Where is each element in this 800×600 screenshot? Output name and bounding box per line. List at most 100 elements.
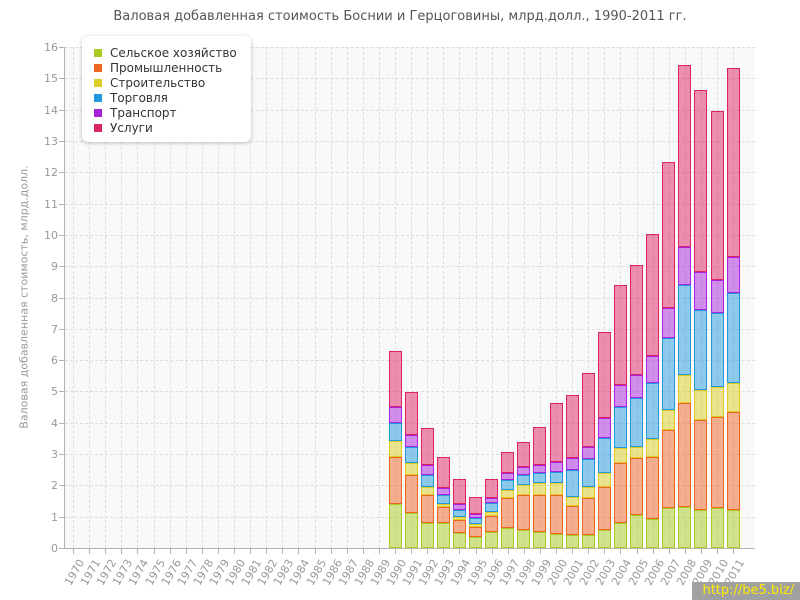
bar-segment-2011: [726, 411, 740, 511]
bar-segment-1993: [436, 507, 450, 524]
v-gridline: [378, 47, 380, 548]
bar-2004[interactable]: [613, 47, 627, 548]
bar-segment-2004: [613, 523, 627, 548]
bar-segment-1999: [533, 531, 547, 548]
bar-segment-1996: [485, 498, 499, 504]
bar-segment-2010: [710, 110, 724, 280]
bar-segment-2007: [662, 338, 676, 410]
x-tick: [733, 549, 735, 554]
bar-segment-1995: [469, 537, 482, 548]
bar-segment-2004: [613, 285, 627, 385]
bar-segment-2005: [630, 264, 643, 375]
v-gridline: [475, 47, 477, 548]
bar-segment-2006: [646, 233, 660, 356]
bar-segment-2002: [581, 498, 595, 535]
y-tick: [59, 266, 64, 268]
bar-segment-1998: [517, 475, 531, 486]
x-tick: [684, 549, 686, 554]
bar-1994[interactable]: [452, 47, 466, 548]
bar-1999[interactable]: [533, 47, 547, 548]
x-tick: [330, 549, 332, 554]
bar-segment-2008: [678, 374, 692, 404]
bar-1992[interactable]: [420, 47, 434, 548]
v-gridline: [395, 47, 396, 548]
x-tick: [137, 549, 139, 554]
v-gridline: [556, 47, 557, 548]
bar-1991[interactable]: [404, 47, 418, 548]
bar-1998[interactable]: [517, 47, 531, 548]
bar-2007[interactable]: [662, 47, 676, 548]
bar-2006[interactable]: [646, 47, 660, 548]
bar-segment-2007: [662, 161, 676, 309]
legend-label: Сельское хозяйство: [110, 45, 237, 60]
bar-segment-2005: [630, 458, 643, 516]
y-tick: [59, 454, 64, 456]
y-tick-label: 5: [51, 385, 58, 399]
x-tick: [636, 549, 638, 554]
bar-segment-2008: [678, 284, 692, 375]
bar-segment-2010: [710, 386, 724, 417]
bar-segment-2003: [597, 438, 611, 474]
v-gridline: [298, 47, 300, 548]
bar-segment-2009: [694, 310, 708, 390]
bar-2009[interactable]: [694, 47, 708, 548]
y-tick-label: 4: [51, 416, 58, 430]
bar-2008[interactable]: [678, 47, 692, 548]
v-gridline: [121, 47, 123, 548]
x-tick: [201, 549, 203, 554]
bar-segment-1994: [452, 504, 466, 511]
bar-segment-2004: [613, 384, 627, 407]
bar-segment-1994: [452, 520, 466, 534]
legend-item-5[interactable]: Транспорт: [94, 105, 237, 120]
watermark-link[interactable]: http://be5.biz/: [692, 582, 800, 600]
bar-2005[interactable]: [630, 47, 643, 548]
legend-item-1[interactable]: Сельское хозяйство: [94, 45, 237, 60]
legend-item-4[interactable]: Торговля: [94, 90, 237, 105]
legend-item-3[interactable]: Строительство: [94, 75, 237, 90]
bar-segment-2003: [597, 417, 611, 439]
bar-segment-2010: [710, 416, 724, 509]
v-gridline: [539, 47, 541, 548]
x-tick: [443, 549, 445, 554]
v-gridline: [217, 47, 219, 548]
x-tick: [314, 549, 316, 554]
bar-segment-1998: [517, 466, 531, 476]
bar-2010[interactable]: [710, 47, 724, 548]
y-tick-label: 16: [44, 41, 58, 54]
bar-2003[interactable]: [597, 47, 611, 548]
bar-segment-1990: [388, 440, 402, 457]
legend-swatch-icon: [94, 108, 102, 117]
bar-1995[interactable]: [469, 47, 482, 548]
v-gridline: [330, 47, 332, 548]
bar-2000[interactable]: [549, 47, 563, 548]
bar-2011[interactable]: [726, 47, 740, 548]
legend-swatch-icon: [94, 63, 102, 72]
bar-segment-1993: [436, 488, 450, 496]
bar-1993[interactable]: [436, 47, 450, 548]
legend-label: Промышленность: [110, 60, 223, 75]
x-tick: [185, 549, 187, 554]
bar-1990[interactable]: [388, 47, 402, 548]
x-tick: [588, 549, 590, 554]
bar-segment-2006: [646, 439, 660, 457]
v-gridline: [443, 47, 445, 548]
h-gridline: [65, 328, 755, 330]
bar-segment-1990: [388, 350, 402, 408]
legend-label: Транспорт: [110, 105, 177, 120]
v-gridline: [169, 47, 171, 548]
bar-2001[interactable]: [565, 47, 579, 548]
bar-2002[interactable]: [581, 47, 595, 548]
x-tick: [234, 549, 235, 554]
bar-segment-1994: [452, 510, 466, 518]
bar-1996[interactable]: [485, 47, 499, 548]
bar-segment-2000: [549, 495, 563, 534]
y-tick-label: 0: [51, 542, 58, 555]
legend-item-2[interactable]: Промышленность: [94, 60, 237, 75]
bar-segment-2009: [694, 271, 708, 311]
bar-segment-1990: [388, 456, 402, 505]
v-gridline: [411, 47, 413, 548]
bar-segment-1996: [485, 479, 499, 499]
x-tick: [153, 549, 155, 554]
bar-1997[interactable]: [501, 47, 515, 548]
legend-item-6[interactable]: Услуги: [94, 120, 237, 135]
